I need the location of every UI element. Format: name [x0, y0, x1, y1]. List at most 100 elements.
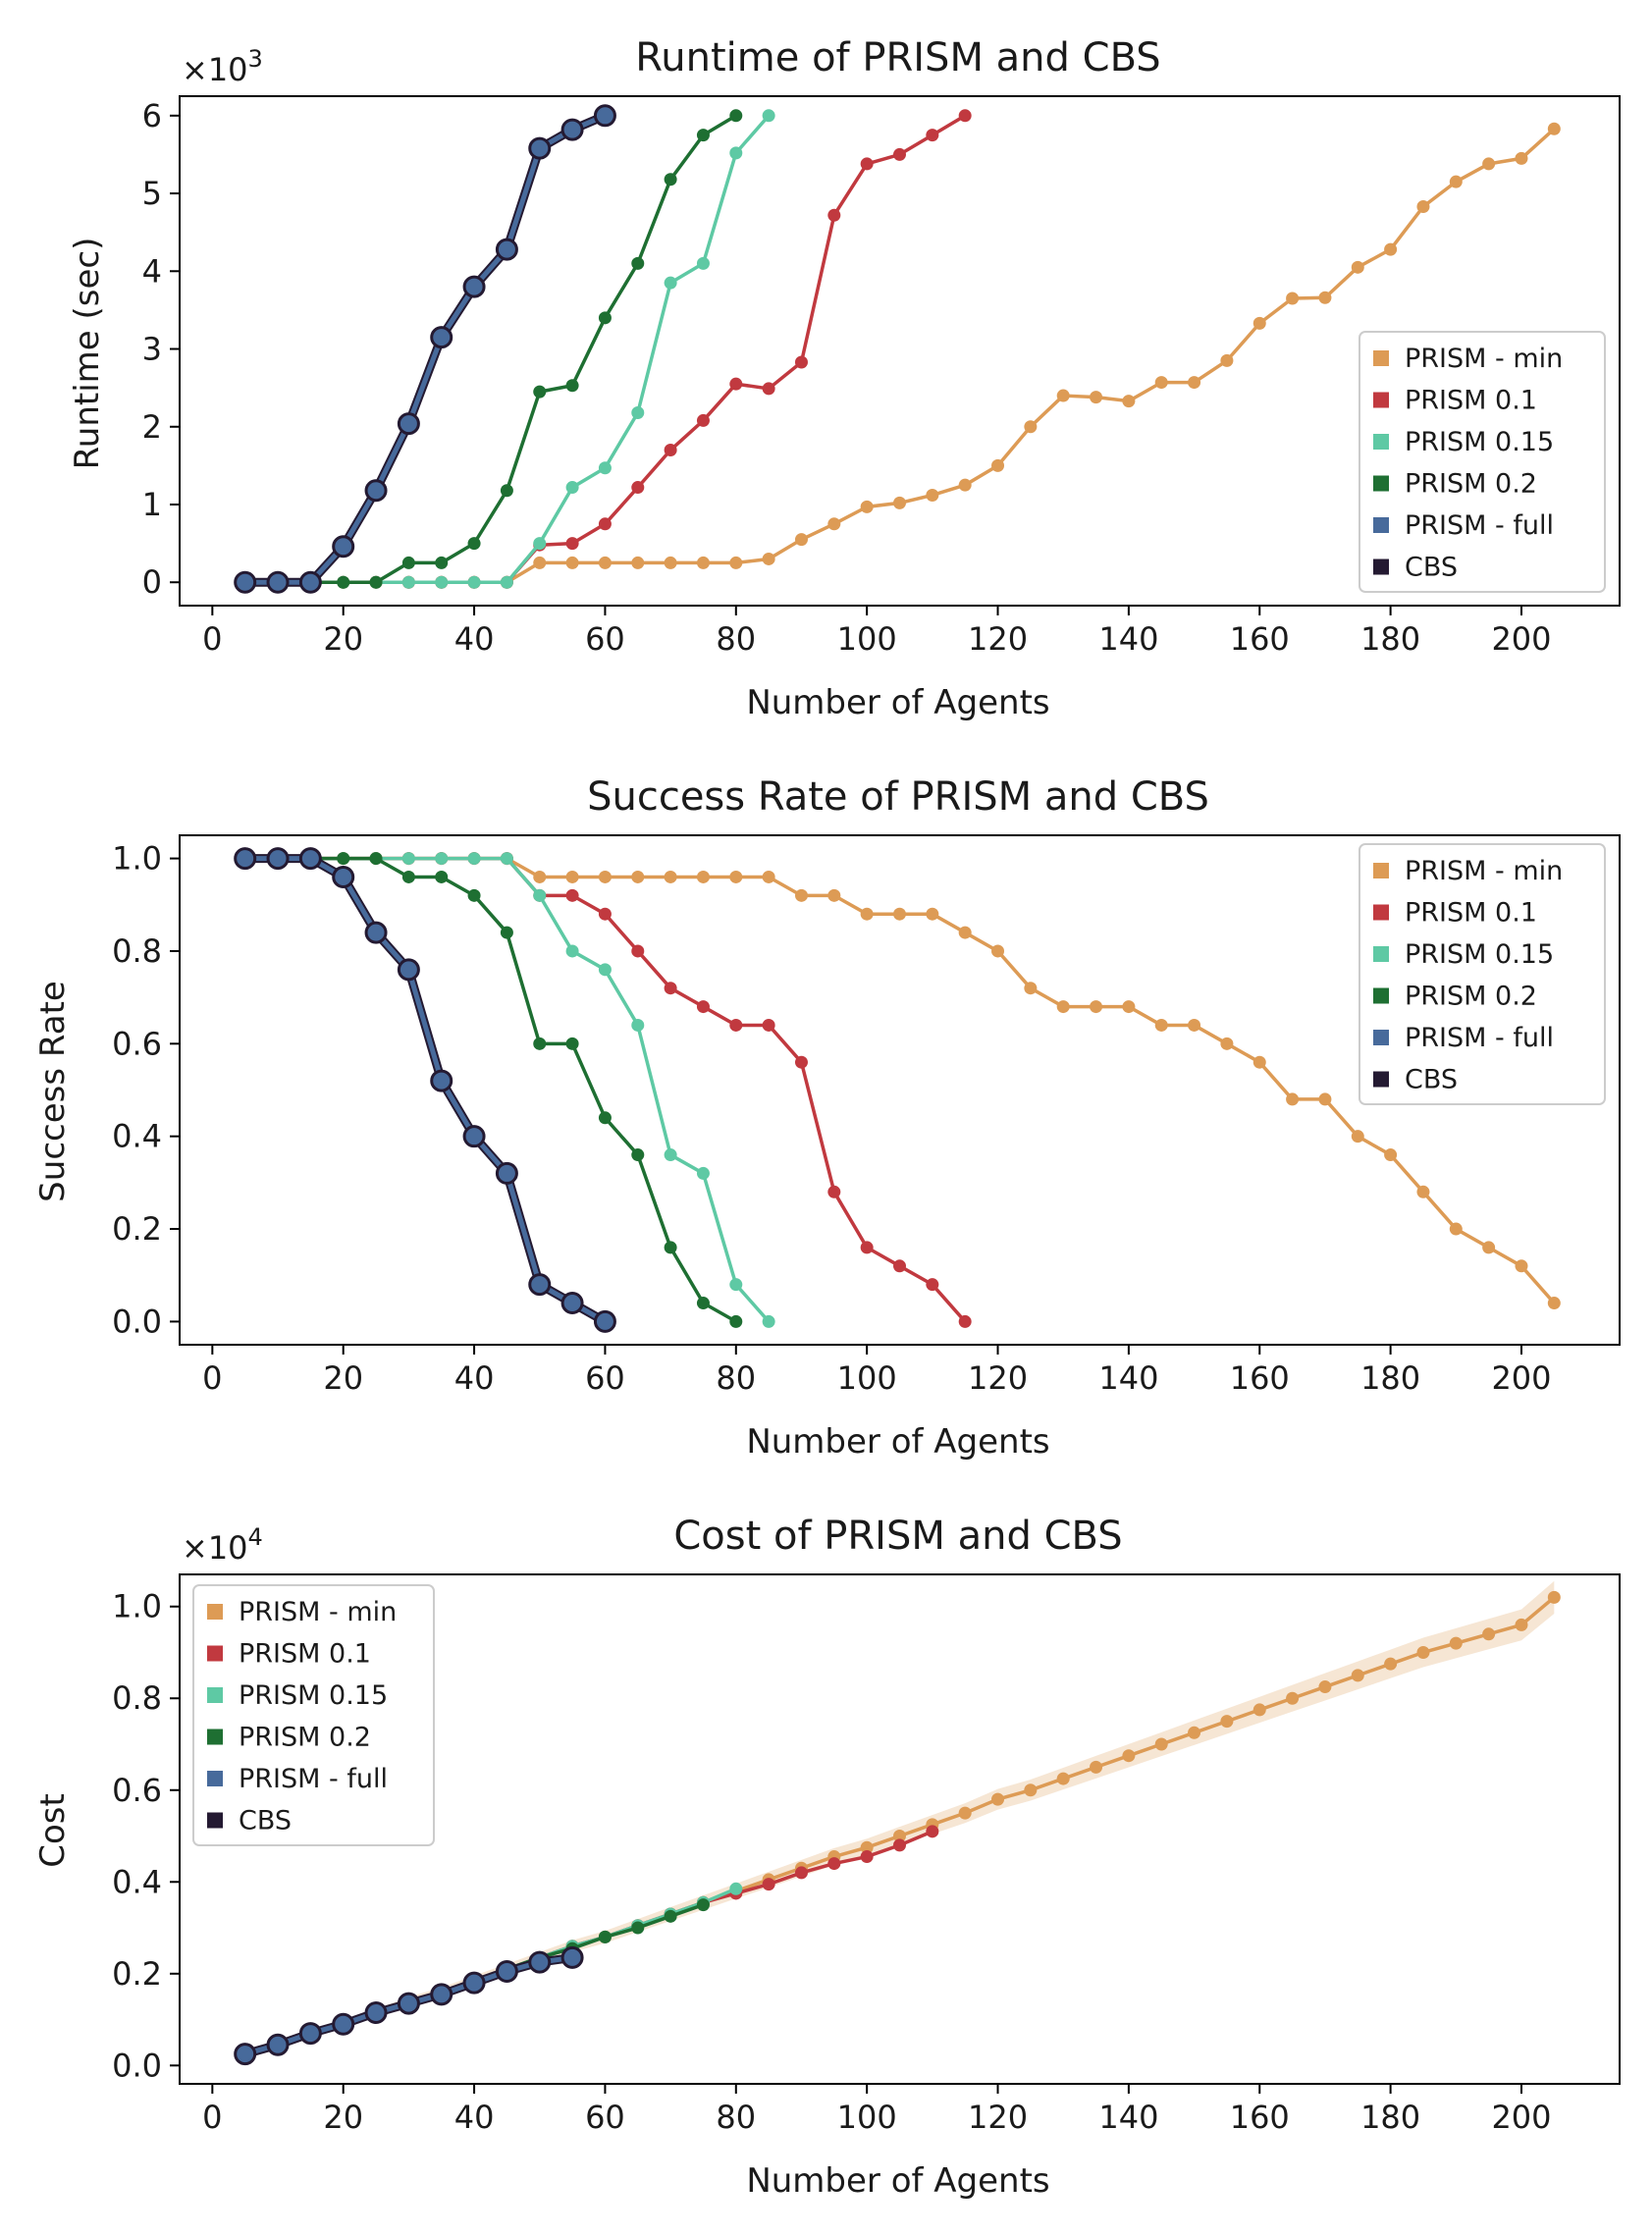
success-rate-x-tick-label: 120: [968, 1359, 1028, 1397]
runtime-point: [1286, 292, 1300, 305]
success-rate-legend-swatch-prism-0-15: [1373, 946, 1389, 962]
runtime-point: [860, 500, 874, 513]
success-rate-legend-swatch-prism-0-1: [1373, 904, 1389, 921]
runtime-y-tick-label: 2: [142, 408, 162, 446]
runtime-point: [1547, 122, 1561, 135]
success-rate-point: [926, 1278, 939, 1292]
success-rate-point: [560, 1292, 584, 1315]
success-rate-point: [827, 1185, 841, 1198]
success-rate-point: [467, 852, 481, 866]
runtime-point: [462, 275, 486, 298]
cost-point: [1188, 1726, 1201, 1739]
runtime-x-tick-label: 100: [837, 620, 897, 658]
runtime-point: [827, 208, 841, 222]
cost-y-tick-label: 0.4: [112, 1863, 162, 1900]
success-rate-panel: Success Rate of PRISM and CBS Number of …: [33, 774, 1621, 1462]
success-rate-point: [958, 926, 972, 939]
runtime-x-tick-label: 180: [1360, 620, 1420, 658]
runtime-point: [435, 556, 449, 569]
runtime-line: [244, 114, 737, 584]
success-rate-point: [401, 870, 415, 883]
success-rate-y-tick-label: 0.2: [112, 1210, 162, 1248]
runtime-point: [664, 556, 677, 569]
cost-legend-swatch-prism-full: [207, 1771, 223, 1786]
runtime-legend-swatch-prism-0-1: [1373, 392, 1389, 408]
success-rate-legend-label-prism-full: PRISM - full: [1405, 1023, 1554, 1053]
success-rate-point: [369, 852, 383, 866]
success-rate-title: Success Rate of PRISM and CBS: [587, 774, 1209, 820]
runtime-point: [533, 556, 547, 569]
runtime-point: [958, 109, 972, 123]
runtime-point: [1122, 395, 1136, 408]
cost-point: [266, 2033, 290, 2056]
cost-point: [1318, 1680, 1332, 1694]
cost-x-axis-label: Number of Agents: [746, 2161, 1049, 2201]
success-rate-y-tick-label: 0.6: [112, 1025, 162, 1062]
runtime-x-tick-label: 60: [585, 620, 625, 658]
cost-point: [860, 1850, 874, 1864]
cost-point: [1416, 1645, 1430, 1659]
cost-x-tick-label: 0: [202, 2099, 222, 2136]
success-rate-x-tick-label: 0: [202, 1359, 222, 1397]
cost-x-tick-label: 180: [1360, 2099, 1420, 2136]
cost-legend-swatch-prism-min: [207, 1604, 223, 1620]
runtime-point: [1384, 242, 1398, 256]
success-rate-x-tick-label: 180: [1360, 1359, 1420, 1397]
cost-point: [1351, 1669, 1364, 1682]
success-rate-point: [696, 1000, 710, 1014]
runtime-point: [631, 256, 645, 270]
success-rate-x-axis-label: Number of Agents: [746, 1422, 1049, 1462]
runtime-panel: Runtime of PRISM and CBS ×103 Number of …: [68, 35, 1621, 722]
success-rate-x-tick-label: 100: [837, 1359, 897, 1397]
runtime-point: [266, 570, 290, 594]
success-rate-point: [1318, 1092, 1332, 1106]
success-rate-point: [533, 870, 547, 883]
runtime-legend-label-prism-0-1: PRISM 0.1: [1405, 386, 1537, 416]
runtime-point: [397, 412, 420, 436]
cost-point: [794, 1866, 808, 1880]
success-rate-y-tick-label: 0.0: [112, 1303, 162, 1340]
cost-point: [397, 1992, 420, 2015]
runtime-legend: PRISM - min PRISM 0.1 PRISM 0.15 PRISM 0.2 P…: [1359, 331, 1606, 593]
success-rate-point: [893, 1259, 906, 1273]
success-rate-point: [794, 1055, 808, 1069]
success-rate-point: [631, 1148, 645, 1162]
cost-point: [598, 1930, 612, 1943]
runtime-point: [1024, 420, 1038, 434]
success-rate-y-axis-label: Success Rate: [33, 981, 73, 1202]
cost-legend-label-cbs: CBS: [239, 1806, 292, 1836]
cost-point: [991, 1792, 1005, 1806]
success-rate-legend-label-prism-min: PRISM - min: [1405, 856, 1563, 886]
success-rate-point: [495, 1161, 518, 1185]
success-rate-line: [244, 856, 737, 1323]
success-rate-legend-swatch-prism-full: [1373, 1030, 1389, 1045]
runtime-point: [369, 575, 383, 589]
cost-point: [1515, 1618, 1528, 1631]
success-rate-point: [1449, 1222, 1463, 1236]
runtime-point: [860, 157, 874, 171]
cost-point: [1090, 1760, 1103, 1774]
success-rate-point: [1351, 1130, 1364, 1144]
success-rate-point: [364, 921, 388, 944]
cost-y-tick-label: 1.0: [112, 1588, 162, 1625]
runtime-y-tick-label: 4: [142, 252, 162, 290]
success-rate-point: [729, 1314, 743, 1328]
success-rate-point: [1416, 1185, 1430, 1198]
cost-legend-label-prism-full: PRISM - full: [239, 1764, 388, 1794]
success-rate-point: [598, 963, 612, 977]
runtime-point: [593, 104, 616, 128]
success-rate-legend: PRISM - min PRISM 0.1 PRISM 0.15 PRISM 0.2 P…: [1359, 843, 1606, 1105]
cost-legend-swatch-cbs: [207, 1812, 223, 1829]
cost-point: [1220, 1715, 1234, 1729]
runtime-series-prism-full: [234, 104, 616, 594]
runtime-point: [729, 109, 743, 123]
cost-point: [430, 1983, 453, 2006]
cost-point: [664, 1909, 677, 1923]
runtime-y-multiplier: ×103: [182, 45, 263, 88]
runtime-point: [696, 413, 710, 427]
success-rate-point: [1252, 1055, 1266, 1069]
runtime-title: Runtime of PRISM and CBS: [635, 35, 1160, 80]
runtime-point: [664, 276, 677, 290]
runtime-point: [1351, 260, 1364, 274]
cost-x-tick-label: 40: [454, 2099, 495, 2136]
